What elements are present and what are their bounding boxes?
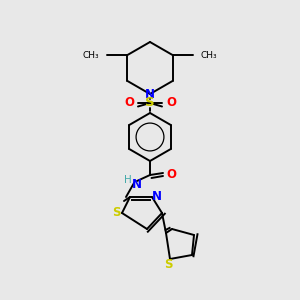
Text: N: N xyxy=(132,178,142,190)
Text: O: O xyxy=(124,97,134,110)
Text: N: N xyxy=(145,88,155,100)
Text: S: S xyxy=(164,257,172,271)
Text: O: O xyxy=(166,97,176,110)
Text: N: N xyxy=(152,190,162,202)
Text: O: O xyxy=(166,167,176,181)
Text: H: H xyxy=(124,175,132,185)
Text: S: S xyxy=(112,206,120,220)
Text: CH₃: CH₃ xyxy=(83,50,100,59)
Text: CH₃: CH₃ xyxy=(200,50,217,59)
Text: S: S xyxy=(145,97,155,110)
